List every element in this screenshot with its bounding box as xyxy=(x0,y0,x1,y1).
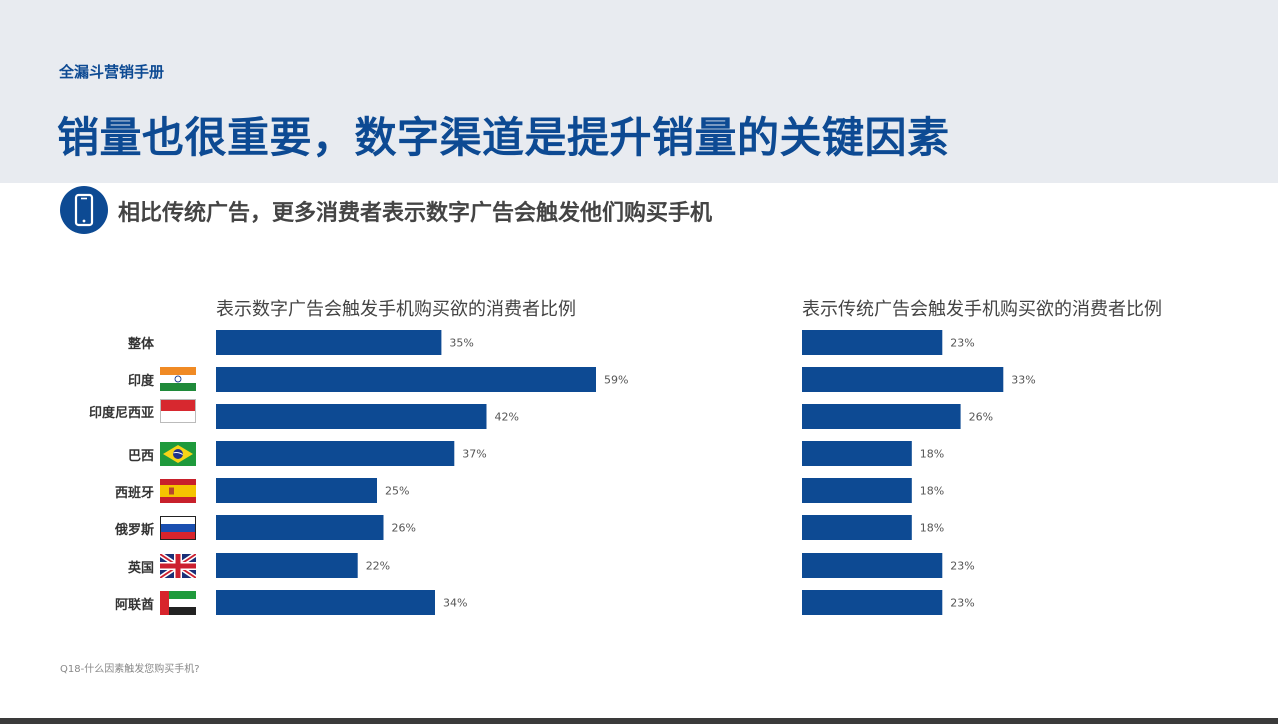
row-label-text: 俄罗斯 xyxy=(114,522,154,538)
data-label-digital-7: 34% xyxy=(443,597,467,610)
row-label-text: 印度尼西亚 xyxy=(88,405,154,421)
bottom-bar xyxy=(0,718,1278,724)
indonesia-flag-icon xyxy=(160,399,196,423)
bar-digital-4 xyxy=(216,478,377,503)
data-label-traditional-7: 23% xyxy=(950,597,974,610)
bar-digital-0 xyxy=(216,330,442,355)
data-label-traditional-6: 23% xyxy=(950,560,974,573)
data-label-traditional-2: 26% xyxy=(969,411,993,424)
bar-digital-5 xyxy=(216,515,384,540)
data-label-digital-0: 35% xyxy=(449,337,473,350)
row-label-uae: 阿联酋 xyxy=(40,590,196,616)
kicker-label: 全漏斗营销手册 xyxy=(59,63,165,81)
smartphone-icon xyxy=(60,186,108,234)
row-label-text: 印度 xyxy=(127,373,154,389)
bar-traditional-1 xyxy=(802,367,1004,392)
bar-digital-7 xyxy=(216,590,435,615)
uk-flag-icon xyxy=(160,554,196,578)
bar-traditional-5 xyxy=(802,515,912,540)
row-label-india: 印度 xyxy=(40,366,196,392)
data-label-digital-3: 37% xyxy=(462,448,486,461)
chart-title-digital: 表示数字广告会触发手机购买欲的消费者比例 xyxy=(216,299,576,320)
data-label-traditional-3: 18% xyxy=(920,448,944,461)
bar-traditional-2 xyxy=(802,404,961,429)
data-label-digital-2: 42% xyxy=(495,411,519,424)
row-label-overall: 整体 xyxy=(40,329,196,355)
data-label-traditional-0: 23% xyxy=(950,337,974,350)
row-label-russia: 俄罗斯 xyxy=(40,515,196,541)
bar-digital-2 xyxy=(216,404,487,429)
section-subtitle: 相比传统广告，更多消费者表示数字广告会触发他们购买手机 xyxy=(118,201,713,226)
row-label-text: 英国 xyxy=(127,560,154,576)
data-label-digital-5: 26% xyxy=(392,522,416,535)
row-label-brazil: 巴西 xyxy=(40,441,196,467)
india-flag-icon xyxy=(160,367,196,391)
row-label-uk: 英国 xyxy=(40,553,196,579)
footnote: Q18-什么因素触发您购买手机? xyxy=(60,664,200,675)
row-label-text: 阿联酋 xyxy=(114,597,154,613)
bar-traditional-4 xyxy=(802,478,912,503)
data-label-digital-4: 25% xyxy=(385,485,409,498)
bar-traditional-3 xyxy=(802,441,912,466)
row-label-text: 巴西 xyxy=(127,448,154,464)
header-band xyxy=(0,0,1278,183)
brazil-flag-icon xyxy=(160,442,196,466)
data-label-traditional-5: 18% xyxy=(920,522,944,535)
page-title: 销量也很重要，数字渠道是提升销量的关键因素 xyxy=(57,113,950,162)
data-label-traditional-4: 18% xyxy=(920,485,944,498)
data-label-traditional-1: 33% xyxy=(1011,374,1035,387)
bar-traditional-0 xyxy=(802,330,943,355)
spain-flag-icon xyxy=(160,479,196,503)
data-label-digital-1: 59% xyxy=(604,374,628,387)
row-label-indonesia: 印度尼西亚 xyxy=(40,398,196,424)
row-label-text: 西班牙 xyxy=(114,485,154,501)
data-label-digital-6: 22% xyxy=(366,560,390,573)
bar-traditional-7 xyxy=(802,590,943,615)
row-label-text: 整体 xyxy=(127,336,154,352)
russia-flag-icon xyxy=(160,516,196,540)
uae-flag-icon xyxy=(160,591,196,615)
bar-digital-3 xyxy=(216,441,455,466)
row-label-spain: 西班牙 xyxy=(40,478,196,504)
bar-traditional-6 xyxy=(802,553,943,578)
bar-digital-1 xyxy=(216,367,596,392)
chart-title-traditional: 表示传统广告会触发手机购买欲的消费者比例 xyxy=(802,299,1162,320)
bar-digital-6 xyxy=(216,553,358,578)
